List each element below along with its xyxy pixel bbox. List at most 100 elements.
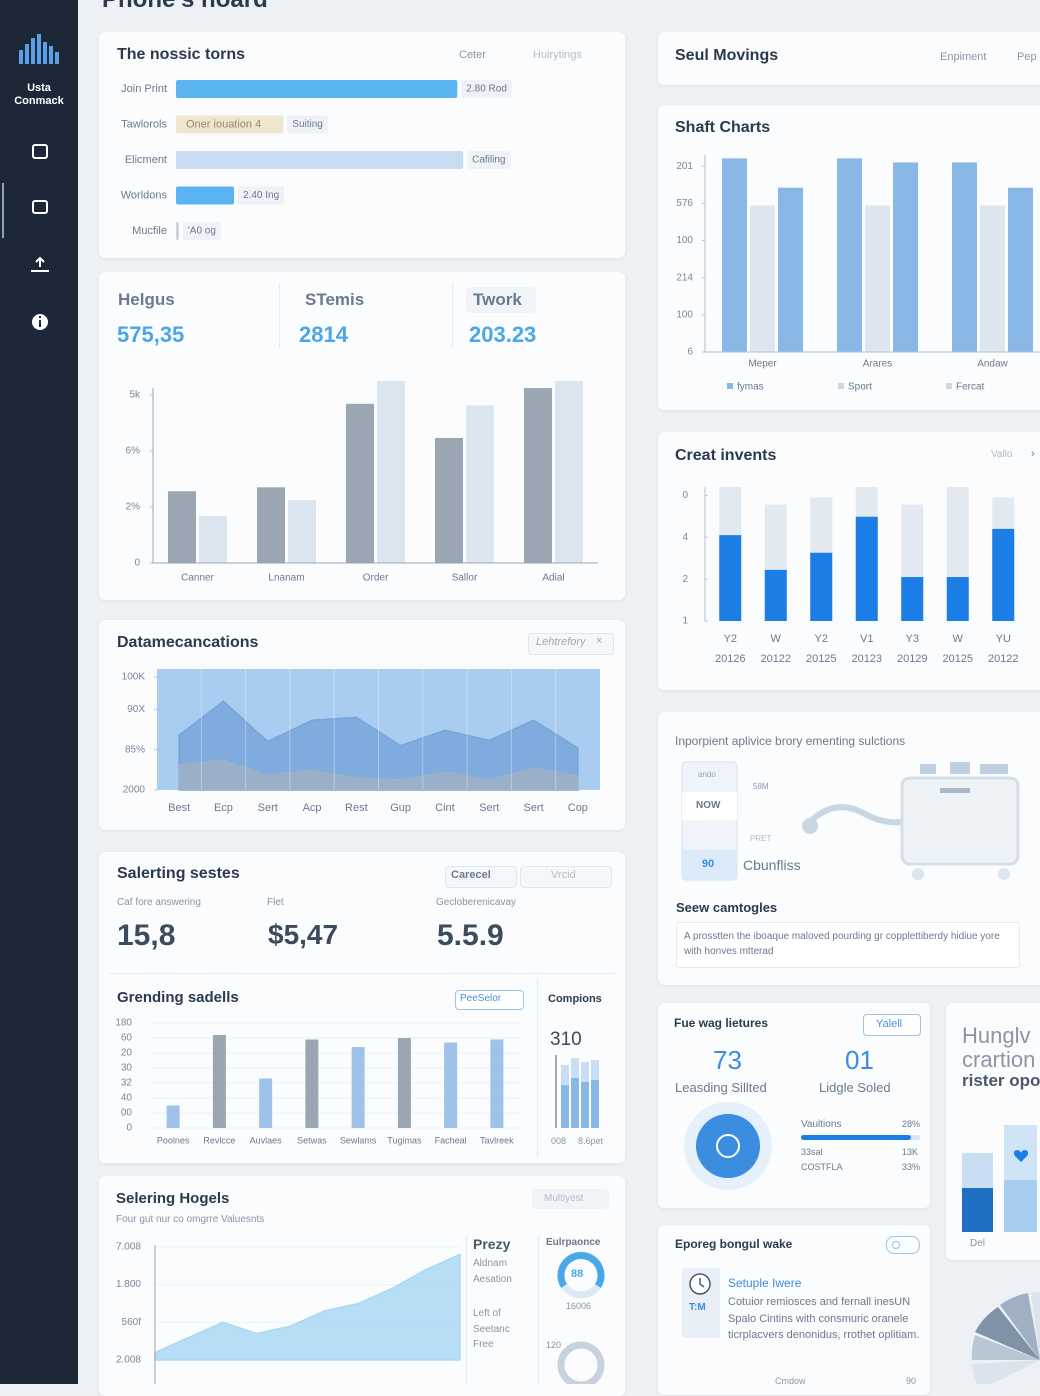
page-title: Phone's hoard xyxy=(102,0,268,15)
value-box xyxy=(238,186,285,205)
stat-label: Gecloberenicavay xyxy=(436,897,517,908)
toggle[interactable] xyxy=(886,1236,920,1254)
bar xyxy=(952,162,977,352)
link[interactable]: Enpiment xyxy=(940,51,987,63)
bar xyxy=(555,380,583,563)
note: Prezy xyxy=(473,1236,511,1252)
bar xyxy=(397,1038,411,1128)
bar xyxy=(992,528,1015,621)
legend-label: fymas xyxy=(737,382,764,393)
bar xyxy=(490,1039,504,1128)
x-tick-label: Gup xyxy=(390,802,411,814)
mini-bar xyxy=(591,1080,599,1128)
y-tick-label: 2000 xyxy=(123,785,146,796)
event-icon xyxy=(682,1268,720,1338)
y-tick-label: 6 xyxy=(687,347,693,358)
row-label: Worldons xyxy=(121,189,168,201)
x-tick-label: Cint xyxy=(435,802,455,814)
x-tick-label: Best xyxy=(168,802,190,814)
button[interactable]: PeeSelor xyxy=(460,993,502,1004)
link[interactable]: Ceter xyxy=(459,49,486,61)
value-box xyxy=(182,222,221,240)
tag: 58M xyxy=(753,782,769,791)
y-tick-label: 100 xyxy=(676,309,693,320)
note: Aldnam xyxy=(473,1258,507,1269)
row-bar xyxy=(176,186,234,205)
x-tick-label: Rest xyxy=(345,802,368,814)
note: Seetanc xyxy=(473,1324,510,1335)
link[interactable]: Huirytings xyxy=(533,49,582,61)
y-tick-label: 5k xyxy=(129,389,141,400)
x-tick-label: Tavlreek xyxy=(480,1135,514,1145)
bar xyxy=(257,487,285,563)
link[interactable]: Vallo xyxy=(991,449,1013,460)
row-label: Tawlorols xyxy=(121,118,167,130)
x-tick-label: YU xyxy=(996,633,1011,645)
stat-label: Flet xyxy=(267,897,284,908)
x-tick-label: Arares xyxy=(863,359,892,370)
subtitle: Four gut nur co omgrre Valuesnts xyxy=(116,1214,265,1225)
row-bar xyxy=(176,80,458,98)
gauge-value: 88 xyxy=(571,1268,584,1280)
stat-label: Twork xyxy=(473,290,522,309)
y-tick-label: 201 xyxy=(676,161,693,172)
x-tick-label: Ecp xyxy=(214,802,233,814)
bar xyxy=(778,187,803,352)
y-tick-label: 00 xyxy=(121,1108,133,1119)
x-tick-label: Order xyxy=(363,573,389,584)
promo-line: rister opo xyxy=(962,1071,1040,1090)
y-tick-label: 0 xyxy=(682,490,688,501)
mini-bar xyxy=(571,1078,579,1128)
chevron[interactable]: › xyxy=(1031,448,1035,460)
nav-icon[interactable] xyxy=(32,144,48,159)
row-bar xyxy=(176,151,464,169)
side-label: 008 xyxy=(551,1136,567,1146)
x-tick-label: Y3 xyxy=(906,633,919,645)
x-tick-label: Poolnes xyxy=(157,1135,190,1145)
stat-value: 575,35 xyxy=(117,322,185,347)
x-tick-label: Sewlams xyxy=(340,1135,377,1145)
x-tick-label: Lnanam xyxy=(268,573,304,584)
row-value: 'A0 og xyxy=(188,226,216,237)
button[interactable]: Carecel xyxy=(451,869,491,881)
filter-button[interactable]: Lehtrefory xyxy=(536,636,586,648)
footer-label: 90 xyxy=(906,1376,917,1386)
y-tick-label: 32 xyxy=(121,1078,133,1089)
y-tick-label: 4 xyxy=(682,532,688,543)
card-title: Selering Hogels xyxy=(116,1190,230,1207)
metric-label: Vaultions xyxy=(801,1119,842,1130)
card-title: Datamecancations xyxy=(117,634,259,651)
row-label: Join Print xyxy=(121,83,167,95)
button[interactable]: Vrcid xyxy=(551,869,576,881)
nav-icon[interactable] xyxy=(31,256,49,272)
row-badge: Oner iouation 4 xyxy=(186,118,261,130)
x-tick-label: 20125 xyxy=(806,653,837,665)
mini-bar xyxy=(561,1085,569,1128)
card-title: Salerting sestes xyxy=(117,865,240,882)
metric-value: 13K xyxy=(902,1147,919,1157)
bar xyxy=(435,437,463,563)
bar xyxy=(166,1105,180,1128)
area xyxy=(154,1253,461,1361)
legend-swatch xyxy=(838,383,844,389)
bar xyxy=(946,577,969,621)
row-value: 2.40 Ing xyxy=(243,190,279,201)
close-icon[interactable]: × xyxy=(596,635,603,647)
card-tag: NOW xyxy=(696,800,721,811)
active-indicator xyxy=(2,183,4,238)
event-link[interactable]: Setuple Iwere xyxy=(728,1276,802,1290)
link[interactable]: Pep xyxy=(1017,51,1037,63)
illustration xyxy=(681,761,1020,881)
card-tag: ando xyxy=(698,770,716,779)
nav-icon[interactable] xyxy=(32,200,48,214)
y-tick-label: 60 xyxy=(121,1033,133,1044)
row-value: Suiting xyxy=(292,119,323,130)
note: Free xyxy=(473,1339,494,1350)
card-title: Fue wag lietures xyxy=(674,1016,769,1030)
stat-label: Helgus xyxy=(118,290,175,309)
button[interactable]: Multiyest xyxy=(544,1193,584,1204)
button[interactable]: Yalell xyxy=(876,1018,903,1030)
card-title: The nossic torns xyxy=(117,46,246,63)
sidebar xyxy=(0,0,78,1384)
bar xyxy=(168,491,196,563)
